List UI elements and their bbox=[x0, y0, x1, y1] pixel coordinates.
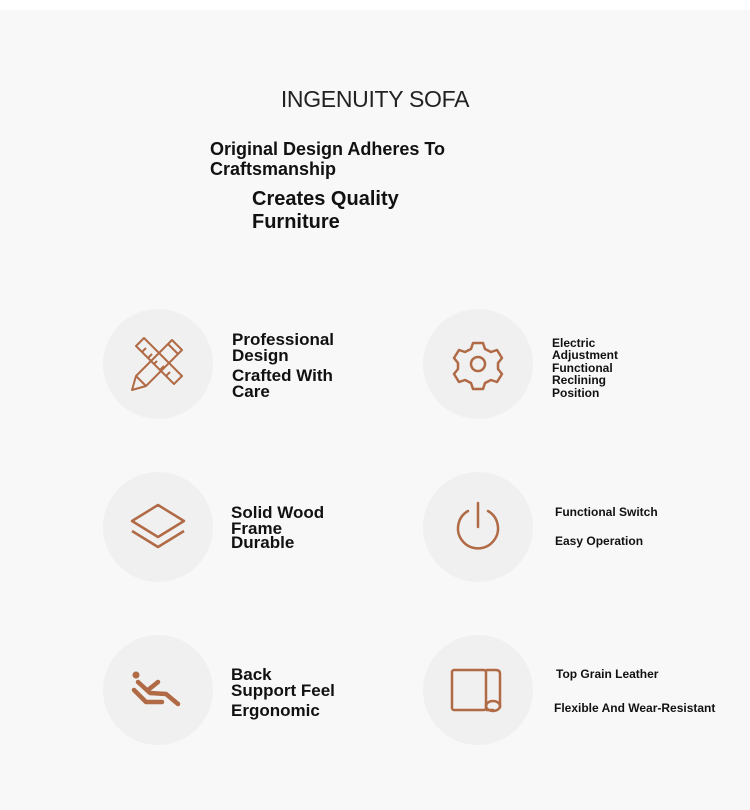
top-strip bbox=[0, 0, 750, 10]
leather-roll-icon bbox=[450, 668, 502, 713]
feature-text: Electric Adjustment Functional Reclining P… bbox=[552, 336, 618, 400]
feature-icon-circle bbox=[423, 472, 533, 582]
feature-text: Functional Switch Easy Operation bbox=[555, 505, 658, 548]
feature-text: Back Support Feel Ergonomic bbox=[231, 665, 335, 720]
feature-icon-circle bbox=[103, 472, 213, 582]
feature-text: Solid Wood Frame Durable bbox=[231, 503, 325, 552]
feature-icon-circle bbox=[423, 309, 533, 419]
layers-icon bbox=[130, 503, 186, 549]
subtitle-line-1: Original Design Adheres To Craftsmanship bbox=[210, 139, 446, 179]
recliner-person-icon bbox=[131, 671, 181, 707]
feature-text: Professional Design Crafted With Care bbox=[232, 330, 335, 401]
feature-icon-circle bbox=[423, 635, 533, 745]
subtitle-line-2: Creates Quality Furniture bbox=[252, 188, 399, 233]
feature-icon-circle bbox=[103, 635, 213, 745]
page-title: INGENUITY SOFA bbox=[280, 86, 470, 112]
pencil-ruler-icon bbox=[131, 337, 183, 391]
feature-text: Top Grain Leather Flexible And Wear-Resis… bbox=[554, 667, 716, 715]
feature-icon-circle bbox=[103, 309, 213, 419]
power-icon bbox=[456, 501, 500, 550]
gear-icon bbox=[452, 341, 504, 391]
